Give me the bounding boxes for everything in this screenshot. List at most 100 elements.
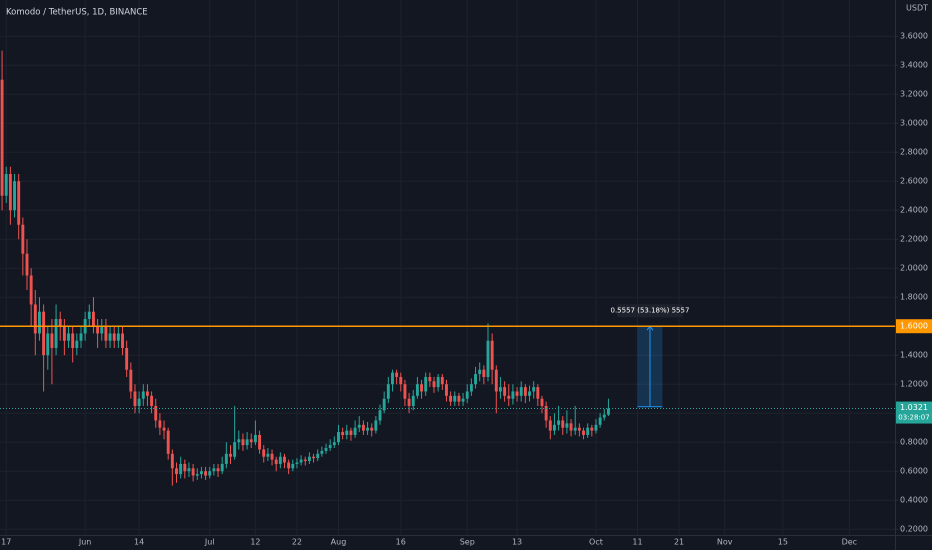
x-tick-label: 12 bbox=[250, 538, 260, 547]
y-tick-label: 0.4000 bbox=[900, 496, 928, 505]
candles bbox=[0, 50, 610, 486]
candle-body bbox=[100, 326, 104, 334]
candle-body bbox=[29, 275, 33, 305]
candle-body bbox=[220, 463, 224, 472]
y-tick-label: 2.6000 bbox=[900, 177, 928, 186]
candle-body bbox=[407, 398, 411, 406]
countdown: 03:28:07 bbox=[898, 414, 929, 422]
x-tick-label: 16 bbox=[396, 538, 406, 547]
candle-body bbox=[548, 420, 552, 431]
candle-body bbox=[241, 439, 245, 446]
candle-body bbox=[166, 430, 170, 454]
candle-body bbox=[440, 376, 444, 385]
candle-body bbox=[511, 391, 515, 399]
y-tick-label: 0.6000 bbox=[900, 467, 928, 476]
candle-body bbox=[424, 376, 428, 392]
candle-body bbox=[577, 427, 581, 431]
candle-body bbox=[283, 456, 286, 463]
candle-body bbox=[337, 432, 340, 443]
candle-body bbox=[183, 463, 187, 472]
candle-body bbox=[569, 423, 573, 431]
candle-body bbox=[544, 405, 548, 421]
candle-body bbox=[420, 384, 423, 392]
candle-body bbox=[158, 420, 162, 428]
candle-body bbox=[54, 318, 58, 348]
candle-body bbox=[478, 369, 482, 375]
candle-body bbox=[291, 463, 295, 469]
candle-body bbox=[536, 387, 540, 399]
candle-body bbox=[13, 181, 16, 211]
candle-body bbox=[378, 410, 382, 421]
x-tick-label: Aug bbox=[331, 538, 347, 547]
candle-body bbox=[162, 427, 166, 431]
candle-body bbox=[445, 384, 448, 396]
overlays: 1.0321 03:28:07 0.5557 (53.18%) 5557 1.6000 bbox=[0, 304, 932, 424]
candle-body bbox=[8, 173, 12, 211]
candle-body bbox=[494, 369, 498, 392]
candle-body bbox=[307, 456, 311, 462]
candle-body bbox=[399, 376, 403, 385]
candle-body bbox=[528, 391, 531, 396]
candle-body bbox=[278, 456, 282, 464]
candle-body bbox=[46, 333, 50, 356]
candle-body bbox=[316, 453, 320, 459]
y-tick-label: 3.4000 bbox=[900, 61, 928, 70]
candle-body bbox=[486, 340, 490, 377]
candle-body bbox=[79, 333, 83, 341]
candle-body bbox=[565, 423, 569, 428]
candle-body bbox=[328, 445, 332, 449]
candle-body bbox=[137, 398, 141, 406]
candle-body bbox=[482, 369, 486, 377]
candle-body bbox=[374, 420, 378, 431]
candle-body bbox=[175, 468, 178, 475]
x-tick-label: 22 bbox=[292, 538, 302, 547]
y-tick-label: 2.2000 bbox=[900, 235, 928, 244]
candle-body bbox=[582, 430, 585, 435]
candle-body bbox=[4, 173, 8, 196]
measure-label: 0.5557 (53.18%) 5557 bbox=[611, 307, 690, 315]
candle-body bbox=[552, 424, 556, 431]
x-tick-label: Oct bbox=[589, 538, 603, 547]
candle-body bbox=[490, 340, 494, 370]
y-tick-label: 0.2000 bbox=[900, 525, 928, 534]
y-tick-label: 1.8000 bbox=[900, 293, 928, 302]
candle-body bbox=[515, 391, 519, 396]
candle-body bbox=[586, 427, 590, 435]
candle-body bbox=[33, 304, 37, 334]
candle-body bbox=[436, 376, 440, 388]
candle-body bbox=[403, 384, 407, 399]
candle-body bbox=[170, 453, 174, 469]
candle-body bbox=[154, 405, 158, 421]
x-tick-label: 15 bbox=[778, 538, 788, 547]
candle-body bbox=[274, 459, 278, 464]
level-box bbox=[896, 319, 932, 334]
candle-body bbox=[320, 450, 324, 454]
candle-body bbox=[594, 424, 598, 431]
candle-body bbox=[453, 395, 457, 402]
candle-body bbox=[449, 395, 453, 402]
candle-body bbox=[129, 369, 133, 392]
candle-body bbox=[21, 224, 25, 254]
candle-body bbox=[382, 398, 386, 411]
candle-body bbox=[353, 427, 357, 435]
candle-body bbox=[465, 391, 469, 399]
candle-body bbox=[38, 311, 41, 334]
candle-body bbox=[125, 347, 129, 370]
candle-body bbox=[395, 372, 399, 377]
candle-body bbox=[199, 471, 203, 475]
candle-body bbox=[25, 253, 29, 276]
candle-body bbox=[573, 427, 577, 431]
x-tick-label: 21 bbox=[674, 538, 684, 547]
candle-body bbox=[332, 442, 336, 446]
candle-body bbox=[507, 395, 511, 399]
candle-body bbox=[415, 384, 419, 396]
y-tick-label: 2.8000 bbox=[900, 148, 928, 157]
candle-body bbox=[108, 333, 112, 341]
candle-body bbox=[116, 333, 120, 341]
x-tick-label: Jul bbox=[204, 538, 215, 547]
candle-body bbox=[150, 395, 154, 406]
candle-body bbox=[245, 439, 249, 446]
candle-body bbox=[540, 398, 544, 406]
candle-body bbox=[370, 427, 374, 431]
y-tick-label: 3.6000 bbox=[900, 32, 928, 41]
